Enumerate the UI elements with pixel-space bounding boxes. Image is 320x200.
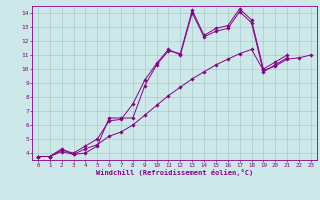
X-axis label: Windchill (Refroidissement éolien,°C): Windchill (Refroidissement éolien,°C) [96,169,253,176]
